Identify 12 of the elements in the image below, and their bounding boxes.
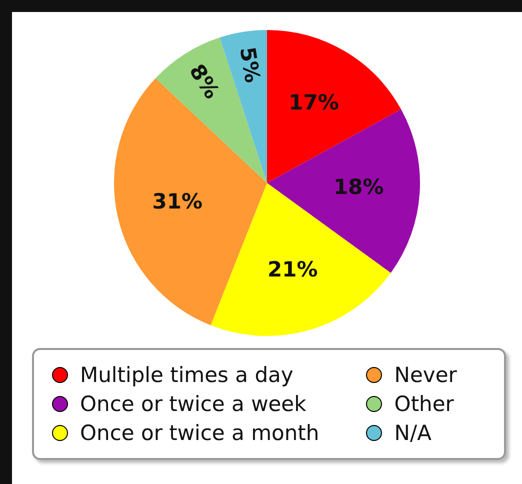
legend-label: N/A xyxy=(394,421,432,445)
legend-label: Once or twice a week xyxy=(80,392,306,416)
data-label: 17% xyxy=(288,90,339,114)
legend-label: Multiple times a day xyxy=(80,363,294,387)
data-label: 5% xyxy=(235,45,264,84)
data-label: 31% xyxy=(152,189,203,214)
legend-label: Once or twice a month xyxy=(80,421,320,445)
data-label: 8% xyxy=(184,60,224,103)
data-label: 18% xyxy=(333,175,384,200)
data-label: 21% xyxy=(267,258,318,282)
legend-label: Never xyxy=(394,363,457,387)
legend-label: Other xyxy=(394,392,454,416)
